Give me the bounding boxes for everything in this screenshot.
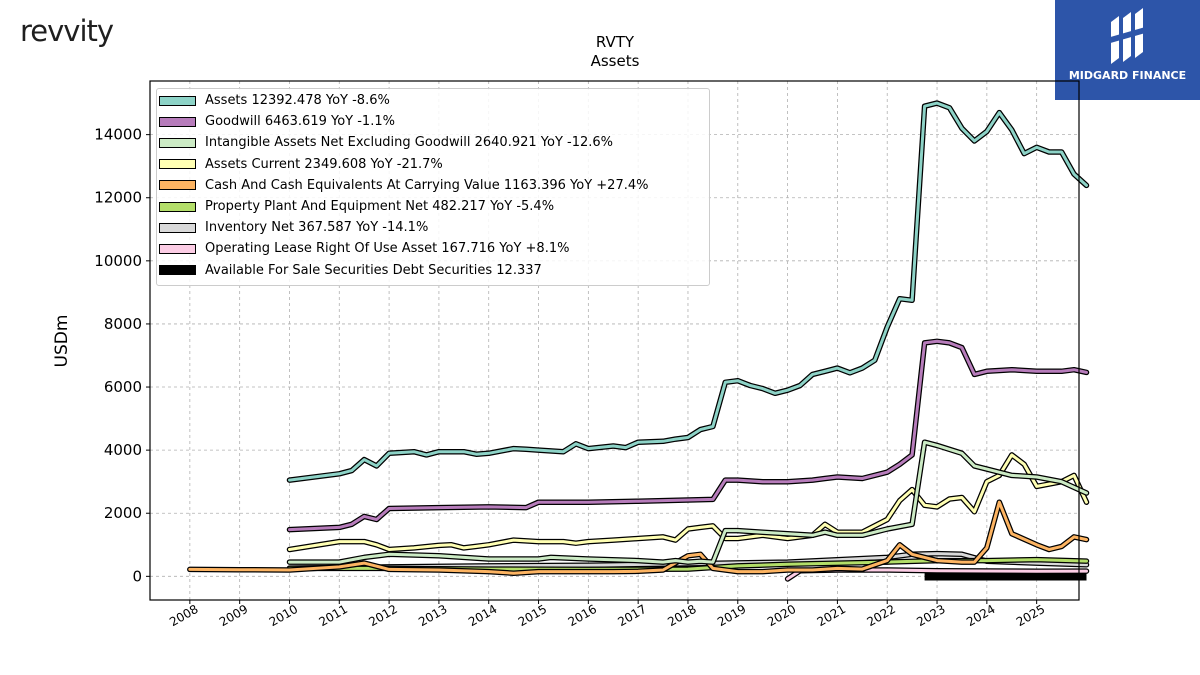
series-line bbox=[288, 453, 1088, 551]
legend-label: Operating Lease Right Of Use Asset 167.7… bbox=[205, 241, 570, 257]
x-tick-label: 2012 bbox=[366, 602, 399, 629]
y-tick-label: 2000 bbox=[104, 504, 142, 522]
y-tick-label: 14000 bbox=[94, 126, 142, 144]
x-tick-label: 2020 bbox=[765, 602, 798, 629]
series-line bbox=[288, 440, 1088, 564]
x-tick-label: 2019 bbox=[715, 602, 748, 629]
legend-swatch bbox=[159, 137, 196, 148]
midgard-finance-badge: MIDGARD FINANCE bbox=[1055, 0, 1200, 100]
x-tick-label: 2013 bbox=[416, 602, 449, 629]
x-tick-label: 2014 bbox=[466, 602, 499, 629]
x-tick-label: 2021 bbox=[815, 602, 848, 629]
x-tick-label: 2010 bbox=[267, 602, 300, 629]
legend-item: Cash And Cash Equivalents At Carrying Va… bbox=[159, 175, 648, 196]
legend-item: Inventory Net 367.587 YoY -14.1% bbox=[159, 217, 428, 238]
midgard-logo-mark bbox=[1107, 8, 1149, 64]
x-tick-label: 2025 bbox=[1014, 602, 1047, 629]
x-tick-label: 2011 bbox=[317, 602, 350, 629]
legend-label: Inventory Net 367.587 YoY -14.1% bbox=[205, 220, 429, 236]
x-tick-label: 2022 bbox=[864, 602, 897, 629]
legend-swatch bbox=[159, 222, 196, 233]
legend-item: Goodwill 6463.619 YoY -1.1% bbox=[159, 111, 395, 132]
plot-frame bbox=[149, 80, 1080, 601]
series-cash-and-cash-equivalents-at-carrying-value bbox=[187, 499, 1090, 576]
y-tick-label: 10000 bbox=[94, 252, 142, 270]
y-tick-label: 6000 bbox=[104, 378, 142, 396]
y-tick-label: 4000 bbox=[104, 441, 142, 459]
series-line bbox=[188, 500, 1088, 575]
series-line bbox=[288, 339, 1088, 532]
midgard-finance-name: MIDGARD FINANCE bbox=[1068, 69, 1187, 82]
legend-swatch bbox=[159, 95, 196, 106]
x-tick-label: 2016 bbox=[566, 602, 599, 629]
legend-swatch bbox=[159, 201, 196, 212]
legend-label: Goodwill 6463.619 YoY -1.1% bbox=[205, 114, 395, 130]
y-tick-label: 0 bbox=[132, 567, 142, 585]
x-tick-label: 2015 bbox=[516, 602, 549, 629]
y-tick-label: 12000 bbox=[94, 189, 142, 207]
x-tick-label: 2017 bbox=[615, 602, 648, 629]
legend-swatch bbox=[159, 180, 196, 191]
legend-label: Available For Sale Securities Debt Secur… bbox=[205, 262, 542, 278]
legend-label: Property Plant And Equipment Net 482.217… bbox=[205, 199, 555, 214]
legend-swatch bbox=[159, 116, 196, 127]
legend-swatch bbox=[159, 243, 196, 254]
legend-item: Assets Current 2349.608 YoY -21.7% bbox=[159, 154, 443, 175]
x-tick-label: 2009 bbox=[217, 602, 250, 629]
series-assets bbox=[286, 100, 1090, 483]
y-tick-label: 8000 bbox=[104, 315, 142, 333]
legend-item: Assets 12392.478 YoY -8.6% bbox=[159, 90, 390, 111]
series-lines bbox=[187, 100, 1090, 582]
series-intangible-assets-net-excluding-goodwill bbox=[286, 439, 1090, 565]
chart-title: RVTY Assets bbox=[465, 33, 765, 71]
legend-label: Cash And Cash Equivalents At Carrying Va… bbox=[205, 177, 649, 193]
legend-item: Intangible Assets Net Excluding Goodwill… bbox=[159, 132, 613, 153]
revvity-logo: revvity bbox=[20, 14, 114, 48]
series-assets-current bbox=[286, 452, 1090, 553]
series-goodwill bbox=[286, 338, 1090, 533]
legend-item: Property Plant And Equipment Net 482.217… bbox=[159, 196, 554, 217]
chart-subtitle: Assets bbox=[590, 52, 640, 70]
legend-swatch bbox=[159, 159, 196, 170]
legend-item: Operating Lease Right Of Use Asset 167.7… bbox=[159, 238, 569, 259]
x-tick-label: 2023 bbox=[914, 602, 947, 629]
chart-legend: Assets 12392.478 YoY -8.6% Goodwill 6463.… bbox=[156, 88, 710, 286]
legend-item: Available For Sale Securities Debt Secur… bbox=[159, 260, 542, 281]
legend-label: Assets 12392.478 YoY -8.6% bbox=[205, 93, 390, 108]
series-line bbox=[288, 101, 1088, 482]
legend-label: Assets Current 2349.608 YoY -21.7% bbox=[205, 156, 443, 172]
x-tick-label: 2008 bbox=[167, 602, 200, 629]
x-tick-label: 2024 bbox=[964, 602, 997, 629]
y-axis-label: USDm bbox=[52, 314, 72, 368]
legend-label: Intangible Assets Net Excluding Goodwill… bbox=[205, 135, 614, 151]
x-tick-label: 2018 bbox=[665, 602, 698, 629]
legend-swatch bbox=[159, 265, 196, 276]
chart-title-ticker: RVTY bbox=[595, 33, 635, 51]
